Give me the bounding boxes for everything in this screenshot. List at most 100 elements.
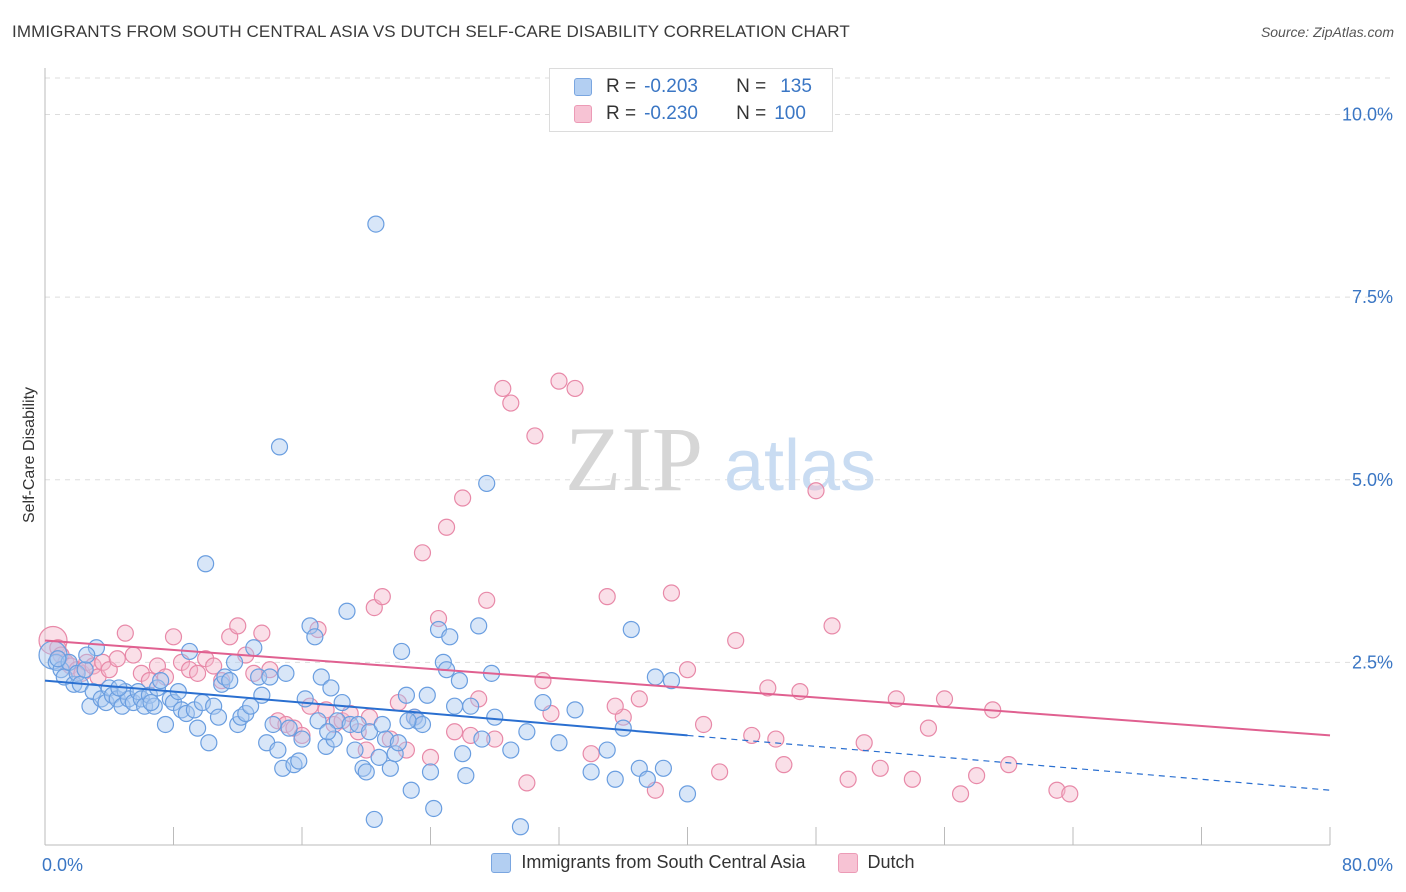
point-immigrants <box>678 785 697 803</box>
point-dutch <box>919 719 938 737</box>
point-dutch <box>775 756 793 774</box>
point-immigrants <box>478 474 496 493</box>
point-immigrants <box>441 628 459 646</box>
point-dutch <box>502 394 520 412</box>
point-immigrants <box>413 715 432 734</box>
point-immigrants <box>402 781 420 799</box>
point-immigrants <box>319 723 337 741</box>
point-immigrants <box>221 672 239 690</box>
point-immigrants <box>462 697 480 715</box>
point-dutch <box>951 785 970 803</box>
point-immigrants <box>454 745 472 763</box>
point-immigrants <box>76 661 94 679</box>
point-immigrants <box>457 767 475 785</box>
point-immigrants <box>225 653 244 671</box>
trend-layer <box>44 639 1331 791</box>
grid-layer <box>45 77 1390 663</box>
series-legend-item-immigrants[interactable]: Immigrants from South Central Asia <box>491 852 806 873</box>
point-dutch <box>534 672 552 690</box>
point-immigrants <box>188 719 207 737</box>
point-dutch <box>711 763 729 781</box>
point-dutch <box>229 617 247 635</box>
point-immigrants <box>49 650 67 668</box>
point-dutch <box>598 588 616 606</box>
point-immigrants <box>261 668 279 686</box>
point-dutch <box>855 734 873 752</box>
legend-r-label: R = <box>606 76 637 97</box>
point-dutch <box>84 657 102 675</box>
swatch-pink <box>837 852 858 873</box>
point-immigrants <box>322 679 340 697</box>
point-dutch <box>124 646 142 664</box>
point-immigrants <box>328 712 346 730</box>
point-immigrants <box>473 730 491 748</box>
point-dutch <box>606 697 624 715</box>
watermark: ZIP atlas <box>565 408 876 510</box>
trendline-dutch <box>44 639 1331 737</box>
legend-n-value: 100 <box>774 103 806 124</box>
legend-n-value: 135 <box>780 76 812 97</box>
point-immigrants <box>177 704 195 723</box>
point-immigrants <box>264 715 282 734</box>
point-dutch <box>437 518 456 536</box>
series-legend-label: Dutch <box>867 852 915 872</box>
y-tick-label: 5.0% <box>1352 470 1393 490</box>
point-immigrants <box>566 701 584 719</box>
correlation-legend: R = -0.203 N = 135 R = -0.230 N = 100 <box>549 68 833 132</box>
point-immigrants <box>373 715 391 734</box>
point-dutch <box>903 770 921 788</box>
point-immigrants <box>386 745 404 763</box>
point-dutch <box>935 690 954 708</box>
point-immigrants <box>646 668 664 686</box>
y-tick-label: 2.5% <box>1352 652 1393 672</box>
point-immigrants <box>486 708 504 726</box>
point-immigrants <box>662 672 681 690</box>
point-dutch <box>743 726 761 745</box>
point-dutch <box>462 726 480 745</box>
point-dutch <box>486 730 504 748</box>
point-immigrants <box>381 759 399 777</box>
point-immigrants <box>445 697 464 715</box>
trendline-immigrants <box>44 679 688 737</box>
point-immigrants <box>654 759 673 777</box>
point-immigrants <box>550 734 568 752</box>
legend-row-blue: R = -0.203 N = 135 <box>574 75 812 99</box>
point-immigrants <box>253 686 271 704</box>
tick-labels: 2.5% 5.0% 7.5% 10.0% 0.0% 80.0% <box>42 105 1393 875</box>
point-dutch <box>188 664 207 682</box>
point-immigrants <box>606 770 624 788</box>
point-dutch <box>108 650 126 668</box>
point-dutch <box>823 617 841 635</box>
series-legend-item-dutch[interactable]: Dutch <box>837 852 915 873</box>
axis-layer <box>44 68 1331 846</box>
point-immigrants <box>622 620 640 639</box>
point-dutch <box>678 661 697 679</box>
legend-swatch-pink <box>574 105 592 123</box>
point-dutch <box>421 748 440 766</box>
point-immigrants <box>365 810 383 829</box>
point-dutch <box>871 759 889 777</box>
point-immigrants <box>598 741 616 759</box>
watermark-zip: ZIP <box>565 408 703 510</box>
point-dutch <box>1061 785 1079 803</box>
point-dutch <box>630 690 648 708</box>
point-dutch <box>445 723 464 741</box>
point-immigrants <box>245 639 263 657</box>
point-immigrants <box>518 723 536 741</box>
trendline-immigrants-extrapolated <box>687 734 1331 791</box>
point-immigrants <box>277 664 295 682</box>
point-immigrants <box>346 741 364 759</box>
point-immigrants <box>367 215 385 233</box>
point-immigrants <box>78 646 96 664</box>
point-immigrants <box>370 748 388 766</box>
x-tick-label: 80.0% <box>1342 855 1393 875</box>
point-immigrants <box>638 770 656 788</box>
point-immigrants <box>124 693 142 712</box>
point-immigrants <box>301 617 319 635</box>
point-immigrants <box>290 752 308 770</box>
point-immigrants <box>392 642 411 661</box>
point-immigrants <box>293 730 311 748</box>
point-immigrants <box>209 708 228 726</box>
point-dutch <box>1048 781 1066 799</box>
